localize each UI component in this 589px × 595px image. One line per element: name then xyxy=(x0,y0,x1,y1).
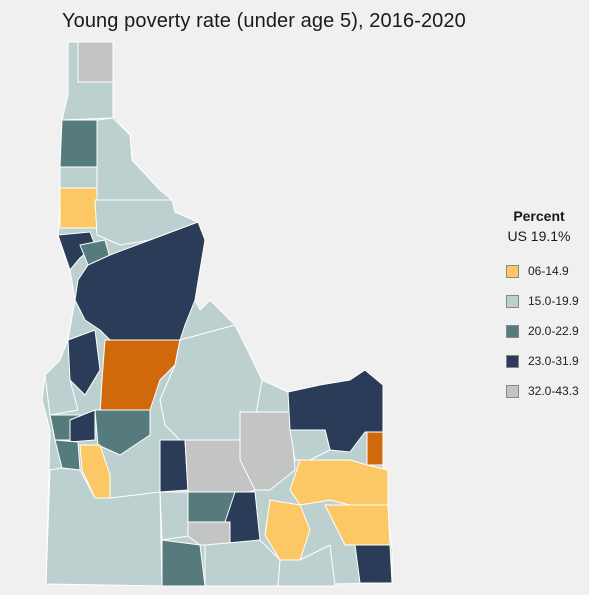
legend-title: Percent xyxy=(513,208,565,224)
county-clark xyxy=(366,431,384,466)
legend-item: 15.0-19.9 xyxy=(500,286,585,316)
legend-swatch xyxy=(506,384,519,398)
county-shoshone xyxy=(94,117,173,201)
legend-item: 32.0-43.3 xyxy=(500,376,585,406)
legend-label: 06-14.9 xyxy=(528,264,569,278)
legend-swatch xyxy=(506,294,519,308)
county-jefferson xyxy=(289,429,331,461)
legend-label: 15.0-19.9 xyxy=(528,294,579,308)
county-twinfalls xyxy=(159,491,189,541)
county-boundary xyxy=(77,41,114,83)
county-latah xyxy=(59,187,98,229)
legend-label: 20.0-22.9 xyxy=(528,324,579,338)
legend-swatch xyxy=(506,354,519,368)
legend-item: 23.0-31.9 xyxy=(500,346,585,376)
county-bearlake xyxy=(354,544,393,584)
county-benewah xyxy=(59,166,98,189)
county-bonneville xyxy=(289,459,389,506)
county-camas xyxy=(159,439,189,493)
legend-subtitle: US 19.1% xyxy=(507,228,571,244)
county-kootenai xyxy=(59,119,98,168)
legend-item: 06-14.9 xyxy=(500,256,585,286)
county-bonner xyxy=(61,41,114,121)
county-idaho xyxy=(74,221,206,341)
legend-item: 20.0-22.9 xyxy=(500,316,585,346)
legend-items: 06-14.9 15.0-19.9 20.0-22.9 23.0-31.9 32.0-4… xyxy=(500,256,585,406)
map-legend: Percent US 19.1% 06-14.9 15.0-19.9 20.0-22… xyxy=(500,208,585,406)
county-gem xyxy=(69,409,96,443)
legend-swatch xyxy=(506,324,519,338)
county-owyhee xyxy=(45,467,163,587)
county-boise xyxy=(94,409,151,456)
map-title: Young poverty rate (under age 5), 2016-2… xyxy=(62,10,466,32)
legend-label: 23.0-31.9 xyxy=(528,354,579,368)
legend-label: 32.0-43.3 xyxy=(528,384,579,398)
legend-swatch xyxy=(506,264,519,278)
county-bannock xyxy=(277,544,336,587)
county-cassia xyxy=(161,539,206,587)
